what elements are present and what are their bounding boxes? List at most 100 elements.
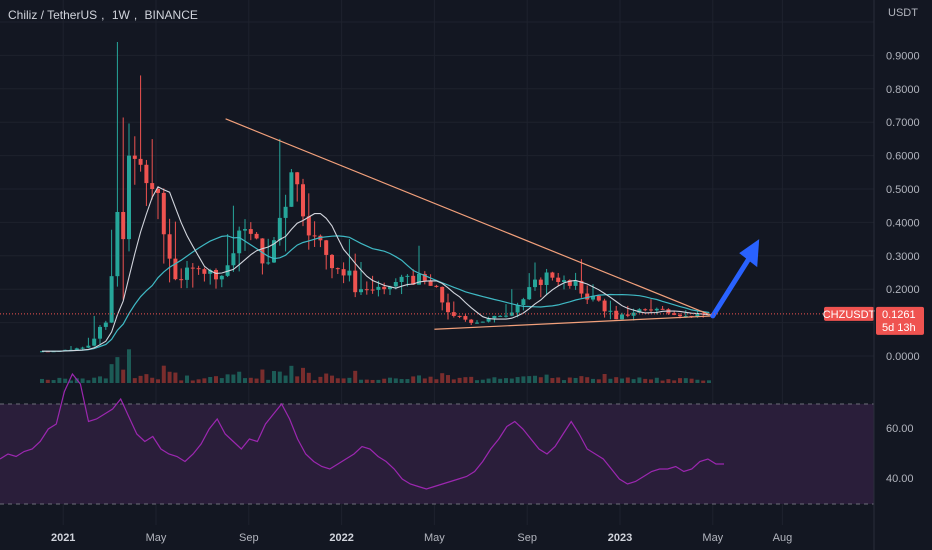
- volume-bar: [185, 375, 189, 383]
- candle-body: [614, 310, 619, 320]
- volume-bar: [463, 377, 468, 383]
- candle-body: [243, 229, 247, 231]
- volume-bar: [121, 369, 126, 383]
- candle-body: [185, 267, 189, 280]
- candle-body: [469, 319, 474, 323]
- ma-fast-line: [42, 186, 710, 352]
- volume-bar: [689, 378, 694, 383]
- volume-bar: [515, 377, 520, 383]
- volume-bar: [370, 379, 375, 383]
- volume-bar: [161, 365, 166, 383]
- volume-bar: [109, 364, 114, 383]
- candle-body: [214, 270, 218, 280]
- candle-body: [440, 286, 445, 303]
- candle-body: [388, 286, 392, 290]
- drawings[interactable]: [225, 118, 760, 330]
- candle-body: [266, 262, 271, 264]
- price-label: 0.1261: [882, 309, 916, 321]
- volume-bar: [585, 377, 590, 383]
- candle-body: [353, 270, 358, 293]
- volume-bar: [74, 378, 79, 383]
- volume-bar: [156, 379, 160, 383]
- price-tick: 0.9000: [886, 50, 920, 62]
- volume-bar: [480, 379, 485, 383]
- symbol-name: Chiliz / TetherUS: [8, 8, 98, 22]
- candle-body: [312, 235, 317, 237]
- candle-body: [509, 312, 514, 316]
- rsi-axis[interactable]: 60.00 40.00: [886, 423, 914, 485]
- time-axis[interactable]: 2021 May Sep 2022 May Sep 2023 May Aug: [51, 532, 792, 544]
- candle-body: [660, 308, 665, 310]
- candle-body: [179, 279, 184, 281]
- candle-body: [272, 240, 276, 263]
- volume-bar: [312, 380, 317, 383]
- volume-bar: [440, 373, 445, 383]
- volume-bar: [45, 379, 50, 383]
- price-tick: 0.8000: [886, 84, 920, 96]
- volume-bar: [318, 376, 323, 383]
- volume-bar: [475, 380, 479, 383]
- candle-body: [132, 155, 137, 159]
- candle-body: [208, 270, 213, 274]
- volume-bar: [144, 374, 149, 383]
- candle-body: [127, 155, 131, 240]
- candle-body: [498, 315, 503, 317]
- volume-bar: [306, 372, 311, 383]
- volume-bar: [550, 378, 555, 383]
- candle-body: [92, 338, 97, 346]
- candle-body: [156, 189, 160, 193]
- volume-bar: [596, 379, 601, 383]
- candle-body: [446, 302, 450, 313]
- volume-bar: [544, 374, 549, 383]
- volume-bar: [707, 380, 711, 383]
- volume-bar: [509, 378, 514, 383]
- volume-bar: [654, 377, 659, 383]
- volume-bar: [80, 378, 85, 383]
- candle-body: [556, 277, 561, 282]
- volume-bar: [393, 378, 398, 383]
- time-label: 2021: [51, 532, 75, 544]
- volume-bar: [214, 376, 218, 383]
- volume-bar: [434, 379, 439, 383]
- candle-body: [393, 282, 398, 287]
- candle-body: [138, 158, 143, 165]
- volume-bar: [150, 377, 155, 383]
- volume-bar: [666, 379, 671, 383]
- interval: 1W: [111, 8, 130, 22]
- volume-bar: [504, 378, 508, 383]
- candle-body: [335, 268, 340, 270]
- volume-bar: [341, 378, 346, 383]
- volume-bar: [631, 379, 636, 383]
- volume-bar: [190, 380, 195, 383]
- rsi-band: [0, 404, 874, 504]
- volume-bar: [277, 371, 282, 383]
- ma-slow-line: [42, 235, 710, 352]
- volume-bar: [498, 378, 503, 383]
- volume-bar: [701, 380, 706, 383]
- candle-body: [428, 280, 433, 286]
- candle-body: [167, 234, 172, 259]
- volume-bar: [695, 379, 700, 383]
- candle-body: [254, 233, 259, 239]
- candle-body: [422, 273, 427, 281]
- volume-bar: [660, 380, 665, 383]
- volume-bar: [411, 376, 416, 383]
- time-label: Aug: [773, 532, 793, 544]
- volume-bar: [643, 378, 648, 383]
- price-tick: 0.6000: [886, 151, 920, 163]
- time-label: 2022: [329, 532, 353, 544]
- volume-bar: [527, 376, 532, 383]
- volume-bar: [248, 377, 253, 383]
- candle-body: [359, 289, 363, 293]
- candle-body: [103, 322, 108, 327]
- price-label-bg: [876, 306, 924, 335]
- candle-body: [475, 322, 479, 324]
- rsi-band-lines: [0, 403, 874, 505]
- volume-bar: [428, 376, 433, 383]
- volume-bar: [115, 357, 120, 383]
- candle-body: [533, 279, 537, 288]
- arrow-shaft: [710, 252, 754, 319]
- candle-body: [237, 230, 242, 254]
